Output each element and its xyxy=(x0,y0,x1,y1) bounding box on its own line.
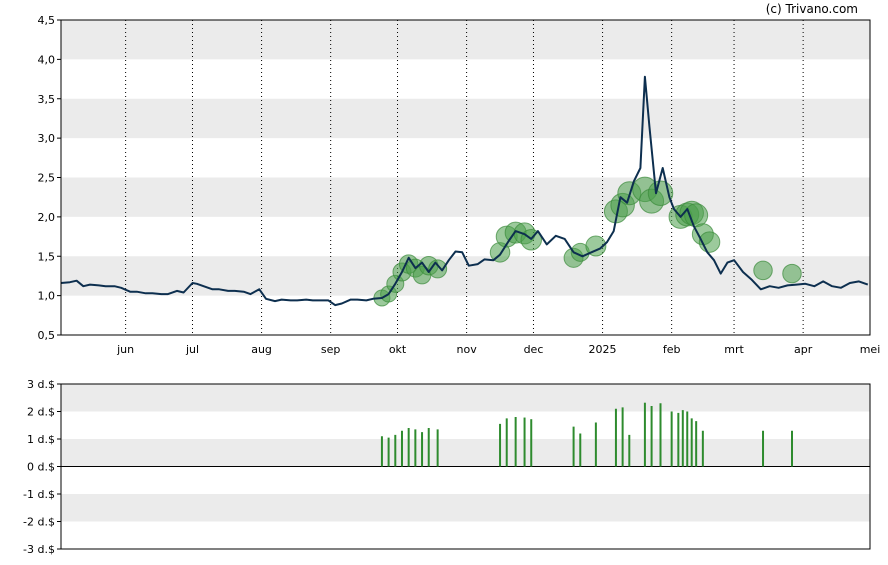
x-tick-label: aug xyxy=(251,343,272,356)
x-tick-label: okt xyxy=(389,343,407,356)
grid-band xyxy=(61,494,870,522)
y-tick-label: -2 d.$ xyxy=(23,516,55,529)
y-tick-label: 4,5 xyxy=(38,14,56,27)
price-series-line xyxy=(60,75,869,307)
volume-chart: 3 d.$ 2 d.$ 1 d.$ 0 d.$ -1 d.$ -2 d.$ -3 d.$ xyxy=(23,378,871,556)
y-tick-label: -1 d.$ xyxy=(23,488,55,501)
y-tick-label: 2,0 xyxy=(38,211,56,224)
y-tick-label: 3,5 xyxy=(38,93,56,106)
y-tick-label: 2,5 xyxy=(38,172,56,185)
copyright-label: (c) Trivano.com xyxy=(765,2,858,16)
signal-marker xyxy=(753,260,773,281)
y-tick-label: 3,0 xyxy=(38,132,56,145)
y-tick-label: 0,5 xyxy=(38,329,56,342)
x-tick-label: apr xyxy=(794,343,813,356)
price-chart: jun jul aug sep okt nov dec 2025 feb mrt apr mei 0,5… xyxy=(38,14,881,356)
x-tick-label: nov xyxy=(457,343,478,356)
grid-band xyxy=(61,20,870,60)
grid-band xyxy=(61,98,870,139)
plot-frame xyxy=(60,19,871,336)
y-tick-label: -3 d.$ xyxy=(23,543,55,556)
y-tick-label: 4,0 xyxy=(38,53,56,66)
x-tick-label: sep xyxy=(321,343,340,356)
grid-band xyxy=(61,384,870,412)
signal-marker xyxy=(585,235,607,257)
x-tick-label: mrt xyxy=(724,343,744,356)
y-tick-label: 3 d.$ xyxy=(27,378,55,391)
signal-marker xyxy=(782,263,802,284)
y-tick-label: 1,0 xyxy=(38,290,56,303)
y-tick-label: 1 d.$ xyxy=(27,433,55,446)
x-tick-label: 2025 xyxy=(589,343,617,356)
x-tick-label: feb xyxy=(663,343,681,356)
x-tick-label: jun xyxy=(116,343,134,356)
y-tick-label: 1,5 xyxy=(38,250,56,263)
grid-band xyxy=(61,439,870,467)
y-tick-label: 0 d.$ xyxy=(27,461,55,474)
y-tick-label: 2 d.$ xyxy=(27,406,55,419)
x-tick-label: mei xyxy=(860,343,881,356)
plot-frame xyxy=(60,383,871,550)
x-tick-label: dec xyxy=(524,343,544,356)
x-tick-label: jul xyxy=(185,343,199,356)
grid-band xyxy=(61,177,870,217)
